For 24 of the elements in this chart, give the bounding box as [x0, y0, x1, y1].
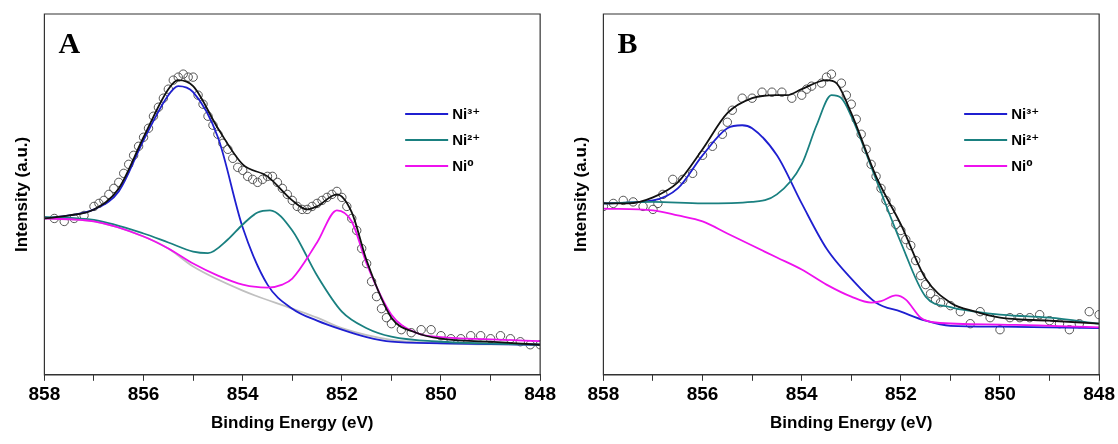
x-tick-label: 850 — [984, 383, 1016, 405]
x-tick-label: 856 — [686, 383, 719, 405]
legend-label: Ni³⁺ — [452, 105, 481, 123]
x-tick-label: 854 — [226, 383, 259, 405]
legend-label: Ni²⁺ — [452, 131, 481, 149]
x-tick-label: 852 — [326, 383, 358, 405]
x-axis-title: Binding Energy (eV) — [770, 413, 933, 433]
x-tick-label: 858 — [587, 383, 620, 405]
text: A — [58, 25, 81, 59]
x-tick-label: 852 — [885, 383, 917, 405]
text: B — [617, 25, 638, 59]
x-tick-label: 848 — [524, 383, 556, 405]
legend-label: Ni⁰ — [452, 157, 474, 175]
legend-label: Ni²⁺ — [1011, 131, 1040, 149]
y-axis-title: Intensity (a.u.) — [570, 136, 590, 253]
y-axis-title: Intensity (a.u.) — [11, 136, 31, 253]
x-tick-label: 850 — [425, 383, 457, 405]
legend-label: Ni⁰ — [1011, 157, 1033, 175]
x-tick-label: 854 — [785, 383, 818, 405]
legend-label: Ni³⁺ — [1011, 105, 1040, 123]
x-tick-label: 848 — [1083, 383, 1115, 405]
x-tick-label: 858 — [28, 383, 61, 405]
x-tick-label: 856 — [127, 383, 160, 405]
x-axis-title: Binding Energy (eV) — [211, 413, 374, 433]
